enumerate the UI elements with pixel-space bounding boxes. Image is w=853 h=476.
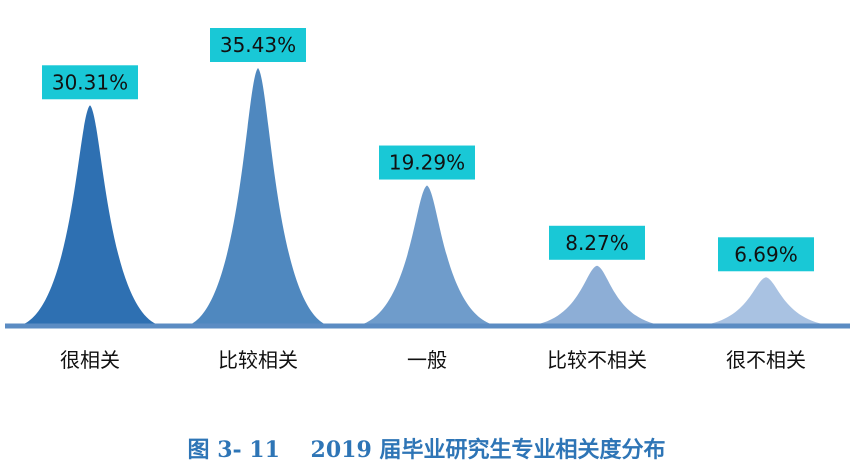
chart-title: 图 3- 11 2019 届毕业研究生专业相关度分布	[187, 437, 666, 463]
peak-5	[694, 277, 838, 326]
category-label-5: 很不相关	[726, 348, 806, 372]
data-labels-group: 30.31% 35.43% 19.29% 8.27% 6.69%	[42, 28, 814, 272]
data-label-3: 19.29%	[379, 145, 475, 180]
data-label-box-5	[718, 237, 814, 272]
category-labels-group: 很相关 比较相关 一般 比较不相关 很不相关	[60, 348, 806, 372]
peaks-group	[18, 68, 838, 326]
data-label-text-5: 6.69%	[734, 242, 798, 266]
data-label-box-3	[379, 145, 475, 180]
peak-2	[186, 68, 330, 326]
data-label-5: 6.69%	[718, 237, 814, 272]
data-label-box-4	[549, 225, 645, 260]
data-label-4: 8.27%	[549, 225, 645, 260]
peak-3	[355, 185, 499, 326]
category-label-1: 很相关	[60, 348, 120, 372]
data-label-box-1	[42, 65, 138, 100]
category-label-4: 比较不相关	[547, 348, 647, 372]
data-label-text-3: 19.29%	[389, 151, 465, 175]
peak-1	[18, 105, 162, 326]
category-label-2: 比较相关	[218, 348, 298, 372]
data-label-1: 30.31%	[42, 65, 138, 100]
category-label-3: 一般	[407, 348, 447, 372]
data-label-box-2	[210, 28, 306, 62]
data-label-text-4: 8.27%	[565, 231, 629, 255]
chart: 30.31% 35.43% 19.29% 8.27% 6.69% 很相关 比较相关 一般 比较…	[5, 28, 850, 372]
data-label-text-1: 30.31%	[52, 70, 128, 94]
peak-4	[525, 265, 669, 326]
data-label-2: 35.43%	[210, 28, 306, 62]
data-label-text-2: 35.43%	[220, 33, 296, 57]
